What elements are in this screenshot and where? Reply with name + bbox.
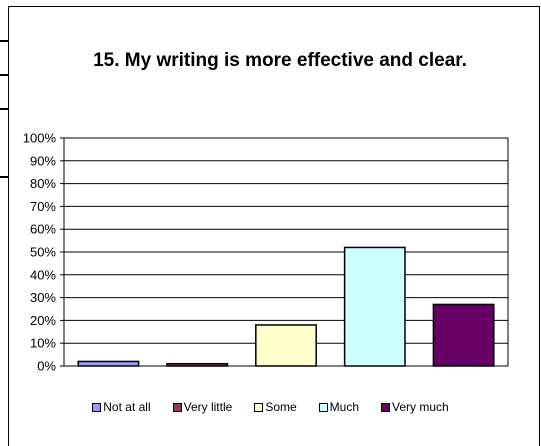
legend-label: Much [329, 400, 360, 414]
plot-area-border [63, 137, 509, 367]
legend-item: Not at all [92, 400, 151, 414]
legend-label: Very much [392, 400, 449, 414]
y-tick-label: 90% [30, 153, 56, 168]
frame-right-border [539, 6, 540, 446]
bar-some [255, 324, 317, 367]
y-axis-ticks: 0% 10% 20% 30% 40% 50% 60% 70% 80% 90% 100% [23, 131, 64, 374]
legend-item: Much [318, 400, 360, 414]
legend-label: Very little [183, 400, 233, 414]
y-tick-label: 80% [30, 176, 56, 191]
y-tick-label: 70% [30, 199, 56, 214]
legend-swatch [381, 402, 391, 412]
frame-left-tick [0, 108, 9, 110]
legend-item: Very little [172, 400, 233, 414]
y-tick-label: 0% [37, 359, 56, 374]
legend-swatch [172, 402, 182, 412]
frame-left-tick [0, 176, 9, 178]
frame-left-tick [0, 74, 9, 76]
frame-left-border [8, 6, 9, 446]
legend-label: Not at all [103, 400, 151, 414]
frame-top-border [8, 6, 540, 7]
bar-very-much [432, 303, 495, 367]
y-tick-label: 60% [30, 222, 56, 237]
y-tick-label: 50% [30, 245, 56, 260]
frame-left-tick [0, 40, 9, 42]
chart-legend: Not at all Very little Some Much Very much [0, 400, 541, 414]
bar-not-at-all [77, 360, 140, 367]
legend-label: Some [265, 400, 297, 414]
y-tick-label: 40% [30, 267, 56, 282]
bars [77, 246, 495, 367]
bar-much [343, 246, 406, 367]
legend-item: Very much [381, 400, 449, 414]
y-tick-label: 10% [30, 336, 56, 351]
y-tick-label: 30% [30, 290, 56, 305]
legend-item: Some [254, 400, 297, 414]
legend-swatch [254, 402, 264, 412]
legend-swatch [92, 402, 102, 412]
y-tick-label: 20% [30, 313, 56, 328]
y-tick-label: 100% [23, 131, 57, 146]
chart-title: 15. My writing is more effective and cle… [93, 50, 467, 71]
legend-swatch [318, 402, 328, 412]
